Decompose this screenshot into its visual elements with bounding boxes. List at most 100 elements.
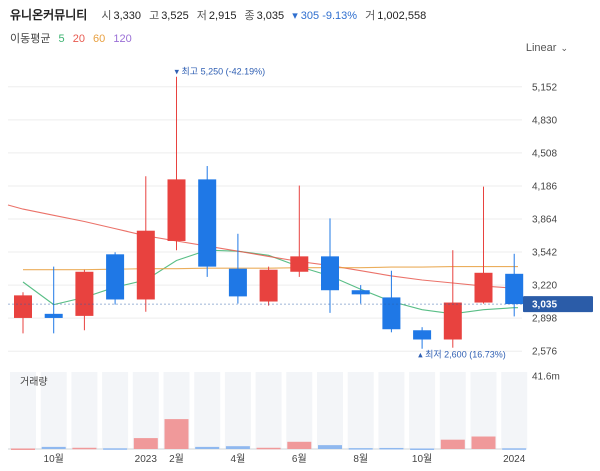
price-tick-label: 4,186 (532, 181, 557, 192)
volume-bar (318, 445, 342, 449)
volume-slot (102, 372, 129, 449)
volume-slot (317, 372, 343, 449)
volume-slot (224, 372, 251, 449)
high-value: 3,525 (161, 10, 189, 22)
high-annotation: ▾ 최고 5,250 (-42.19%) (175, 67, 266, 77)
volume-bar (72, 447, 97, 450)
current-price-label: 3,035 (532, 300, 557, 311)
candle-body (75, 271, 94, 316)
candle-body (228, 268, 247, 297)
candle-body (290, 256, 309, 272)
low-annotation: ▴ 최저 2,600 (16.73%) (418, 350, 506, 360)
volume-bar (11, 448, 35, 450)
ma-20-toggle[interactable]: 20 (72, 33, 85, 45)
volume-bar (133, 438, 158, 449)
price-tick-label: 3,220 (532, 281, 557, 292)
close-value: 3,035 (256, 10, 285, 22)
volume-slot (286, 372, 313, 449)
time-tick-label: 4월 (231, 453, 246, 465)
chart-header: 유니온커뮤니티 시 3,330 고 3,525 저 2,915 종 3,035 ▾ 30… (0, 0, 600, 60)
volume-bar (379, 447, 404, 450)
price-tick-label: 2,576 (532, 347, 557, 358)
chevron-down-icon: ⌄ (560, 43, 568, 53)
scale-dropdown[interactable]: Linear ⌄ (526, 42, 568, 54)
volume-bar (195, 446, 220, 449)
ma-120-toggle[interactable]: 120 (113, 33, 132, 45)
price-tick-label: 3,864 (532, 215, 557, 226)
current-price-tag (523, 296, 593, 313)
candle-body (382, 297, 401, 330)
volume-bar (103, 448, 128, 450)
volume-background (8, 372, 528, 450)
ma-5-toggle[interactable]: 5 (58, 33, 65, 45)
candle-body (198, 179, 217, 267)
volume-bar (225, 446, 250, 449)
ma-legend-title: 이동평균 (10, 33, 51, 45)
volume-bar (287, 441, 312, 449)
price-tick-label: 5,152 (532, 82, 557, 93)
volume-bar (348, 448, 373, 450)
volume-bar (41, 446, 66, 449)
price-summary: 유니온커뮤니티 시 3,330 고 3,525 저 2,915 종 3,035 ▾ 30… (10, 6, 426, 23)
price-axis: 5,152 4,830 4,508 4,186 3,864 3,542 3,220 2,898… (8, 82, 593, 382)
close-label: 종 (244, 10, 255, 22)
volume-slot (194, 372, 221, 449)
candle-body (14, 295, 32, 318)
time-tick-label: 8월 (353, 453, 368, 465)
time-tick-label: 6월 (292, 453, 307, 465)
time-tick-label: 2024 (503, 454, 526, 465)
volume-slot (501, 372, 528, 449)
candle-body (136, 230, 155, 300)
candle-body (413, 330, 432, 340)
price-tick-label: 4,830 (532, 115, 557, 126)
candle-body (106, 254, 125, 300)
candles (14, 76, 524, 349)
open-label: 시 (101, 10, 112, 22)
volume-slot (10, 372, 36, 449)
candle-body (321, 256, 339, 291)
candle-body (167, 179, 186, 241)
change-value: ▾ 305 -9.13% (292, 10, 358, 22)
volume-bar (256, 447, 281, 450)
time-tick-label: 2023 (135, 454, 158, 465)
volume-slot (409, 372, 436, 449)
volume-bars (11, 419, 527, 450)
time-tick-label: 10월 (44, 453, 64, 465)
ma-line-60 (23, 266, 518, 271)
volume-slot (255, 372, 282, 449)
stock-name: 유니온커뮤니티 (10, 8, 88, 22)
candle-body (443, 302, 462, 340)
ma-legend: 이동평균 5 20 60 120 (10, 30, 137, 46)
annotations: ▾ 최고 5,250 (-42.19%) ▴ 최저 2,600 (16.73%) (175, 67, 506, 360)
volume-slot (378, 372, 405, 449)
time-tick-label: 2월 (169, 453, 184, 465)
volume-bar (440, 439, 465, 449)
low-label: 저 (196, 10, 207, 22)
candle-body (259, 269, 278, 302)
volume-panel-label: 거래량 (20, 376, 48, 388)
candle-body (44, 313, 63, 318)
price-tick-label: 4,508 (532, 148, 557, 159)
volume-slot (347, 372, 374, 449)
low-value: 2,915 (208, 10, 237, 22)
volume-bar (410, 448, 435, 450)
ma-60-toggle[interactable]: 60 (93, 33, 106, 45)
volume-slot (40, 372, 67, 449)
volume-value: 1,002,558 (377, 10, 427, 22)
price-tick-label: 2,898 (532, 314, 557, 325)
time-axis: 10월 2023 2월 4월 6월 8월 10월 2024 (44, 453, 526, 465)
volume-label: 거 (365, 10, 376, 22)
volume-bar (164, 419, 189, 449)
volume-bar (502, 448, 527, 450)
time-tick-label: 10월 (412, 453, 432, 465)
candle-body (505, 273, 524, 305)
volume-slot (470, 372, 497, 449)
candle-body (474, 272, 493, 303)
volume-bar (471, 436, 496, 449)
volume-slot (71, 372, 98, 449)
price-tick-label: 3,542 (532, 248, 557, 259)
high-label: 고 (149, 10, 160, 22)
candle-body (351, 290, 370, 295)
scale-label: Linear (525, 42, 557, 54)
